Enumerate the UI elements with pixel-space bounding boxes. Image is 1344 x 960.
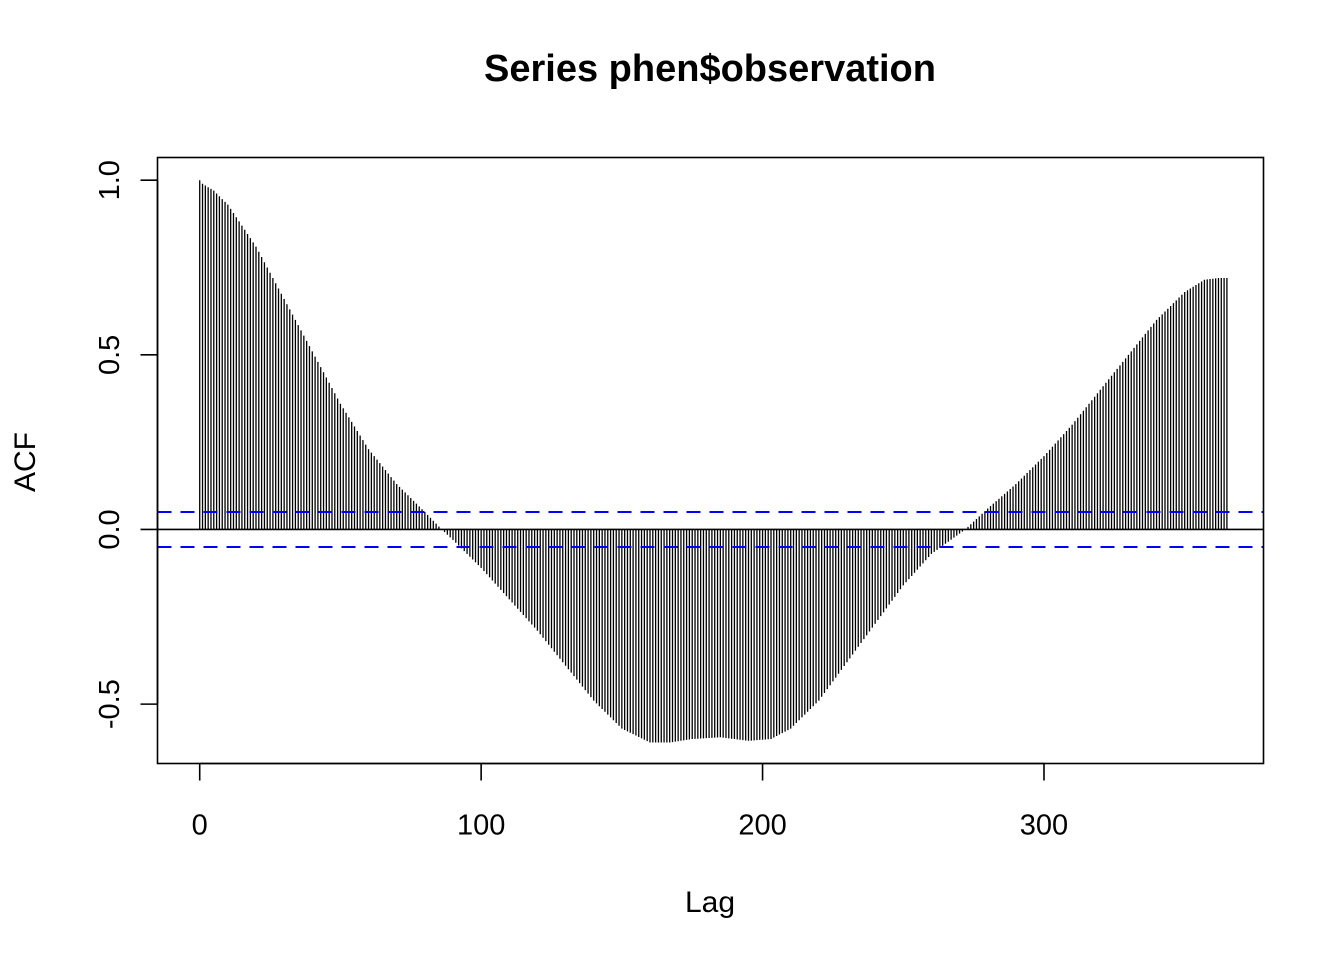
x-tick-label: 200: [738, 810, 786, 842]
x-tick-label: 300: [1020, 810, 1068, 842]
confidence-band: [157, 511, 1264, 548]
x-tick-label: 0: [192, 810, 208, 842]
chart-title: Series phen$observation: [484, 48, 936, 90]
y-tick-label: 0.0: [94, 509, 126, 549]
x-tick-label: 100: [457, 810, 505, 842]
x-axis-label: Lag: [685, 886, 735, 919]
acf-bars: [199, 180, 1228, 743]
y-axis: -0.5 0.0 0.5 1.0: [94, 160, 159, 729]
y-axis-label: ACF: [9, 432, 42, 492]
y-tick-label: -0.5: [94, 679, 126, 729]
x-axis: 0 100 200 300: [192, 762, 1068, 842]
y-tick-label: 0.5: [94, 335, 126, 375]
y-tick-label: 1.0: [94, 160, 126, 200]
